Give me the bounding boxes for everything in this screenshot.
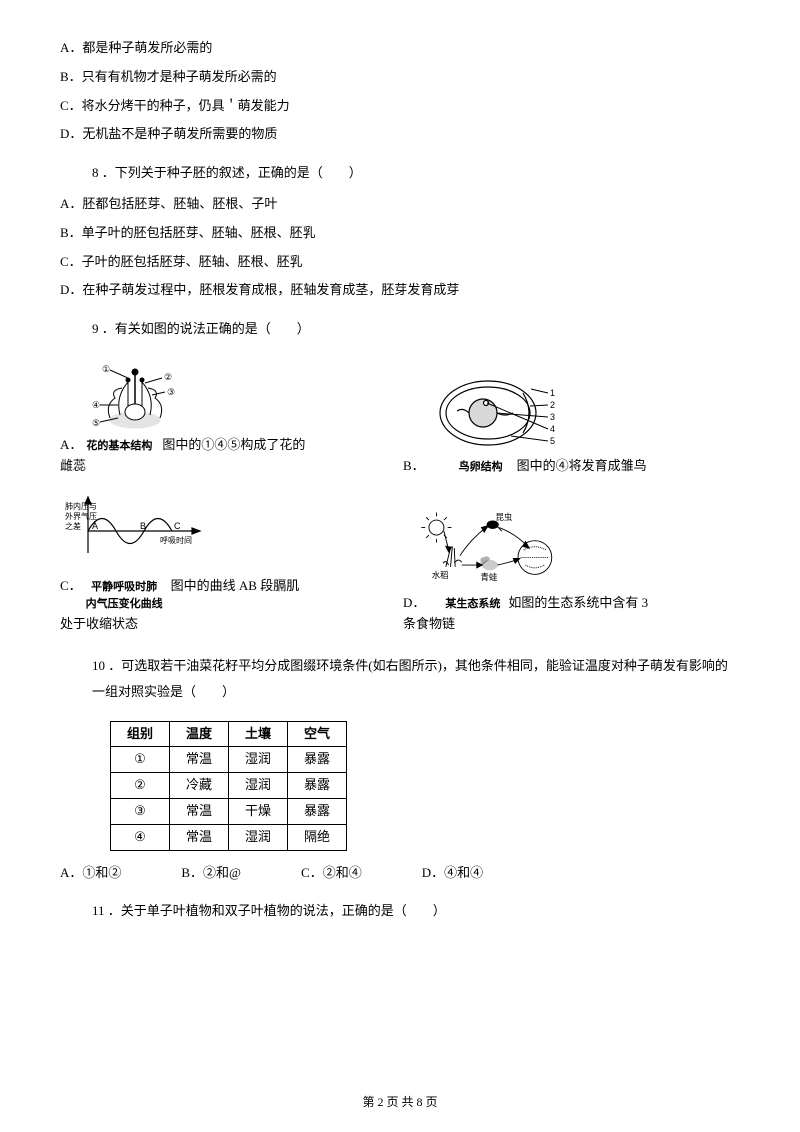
- q8-option-d: D．在种子萌发过程中，胚根发育成根，胚轴发育成茎，胚芽发育成芽: [60, 280, 740, 301]
- curve-point-c: C: [174, 521, 181, 531]
- curve-y2: 外界气压: [65, 511, 97, 521]
- egg-figure: 1 2 3 4 5: [423, 371, 573, 456]
- table-row: ①常温湿润暴露: [111, 747, 347, 773]
- q10-options: A．①和② B．②和@ C．②和④ D．④和④: [60, 863, 740, 884]
- th-group: 组别: [111, 721, 170, 747]
- egg-svg: 1 2 3 4 5: [423, 371, 573, 456]
- q9-row-2: A B C 呼吸时间 肺内压与 外界气压 之差 C． 平静呼吸时肺 内气压变化曲…: [60, 491, 740, 635]
- q8-option-c: C．子叶的胚包括胚芽、胚轴、胚根、胚乳: [60, 252, 740, 273]
- q8-option-a: A．胚都包括胚芽、胚轴、胚根、子叶: [60, 194, 740, 215]
- q9-d-text1: 如图的生态系统中含有 3: [508, 593, 648, 614]
- q9-b-label: B．: [403, 456, 425, 477]
- q9-a-label: A．: [60, 435, 82, 456]
- q8-option-b: B．单子叶的胚包括胚芽、胚轴、胚根、胚乳: [60, 223, 740, 244]
- q10-stem: 10 ．可选取若干油菜花籽平均分成图缀环境条件(如右图所示)，其他条件相同，能验…: [92, 653, 740, 705]
- egg-label-3: 3: [550, 412, 555, 422]
- egg-label-1: 1: [550, 388, 555, 398]
- table-row: ③常温干燥暴露: [111, 798, 347, 824]
- eco-bug-label: 昆虫: [496, 512, 513, 522]
- q9-b-caption: 鸟卵结构: [459, 459, 503, 477]
- curve-figure: A B C 呼吸时间 肺内压与 外界气压 之差: [60, 491, 210, 576]
- ecosystem-figure: 昆虫 水稻 青蛙: [413, 508, 563, 593]
- q9-b-text: 图中的④将发育成雏鸟: [517, 456, 647, 477]
- q9-d-label: D．: [403, 593, 425, 614]
- q9-stem: 9 ．有关如图的说法正确的是（ ）: [92, 319, 740, 340]
- egg-label-4: 4: [550, 424, 555, 434]
- table-header-row: 组别 温度 土壤 空气: [111, 721, 347, 747]
- q7-option-d: D．无机盐不是种子萌发所需要的物质: [60, 124, 740, 145]
- eco-frog-label: 青蛙: [481, 572, 498, 582]
- th-soil: 土壤: [229, 721, 288, 747]
- flower-figure: ① ② ③ ④ ⑤: [60, 350, 210, 435]
- q9-c-text1: 图中的曲线 AB 段膈肌: [171, 576, 300, 597]
- q9-c-label: C．: [60, 576, 82, 597]
- q7-option-b: B．只有有机物才是种子萌发所必需的: [60, 67, 740, 88]
- flower-label-3: ③: [167, 387, 175, 397]
- page-footer: 第 2 页 共 8 页: [0, 1093, 800, 1112]
- q7-option-a: A．都是种子萌发所必需的: [60, 38, 740, 59]
- q9-opt-b-block: 1 2 3 4 5 B． 鸟卵结构 图中的④将发育成雏鸟: [403, 371, 740, 477]
- q10-option-a: A．①和②: [60, 863, 121, 884]
- th-temp: 温度: [170, 721, 229, 747]
- q9-d-caption: 某生态系统: [445, 596, 500, 614]
- flower-label-4: ④: [92, 400, 100, 410]
- q9-d-text2: 条食物链: [403, 614, 740, 635]
- q9-opt-d-block: 昆虫 水稻 青蛙 D． 某生态系统 如图的生态系统中含有 3 条食物链: [403, 508, 740, 635]
- q9-c-caption2: 内气压变化曲线: [86, 596, 163, 614]
- table-row: ④常温湿润隔绝: [111, 824, 347, 850]
- egg-label-2: 2: [550, 400, 555, 410]
- flower-label-1: ①: [102, 364, 110, 374]
- q10-option-d: D．④和④: [422, 863, 483, 884]
- curve-svg: A B C 呼吸时间 肺内压与 外界气压 之差: [60, 491, 210, 576]
- table-row: ②冷藏湿润暴露: [111, 773, 347, 799]
- curve-y1: 肺内压与: [65, 501, 97, 511]
- q10-table: 组别 温度 土壤 空气 ①常温湿润暴露 ②冷藏湿润暴露 ③常温干燥暴露 ④常温湿…: [110, 721, 347, 851]
- q8-stem: 8 ．下列关于种子胚的叙述，正确的是（ ）: [92, 163, 740, 184]
- q10-option-c: C．②和④: [301, 863, 362, 884]
- th-air: 空气: [288, 721, 347, 747]
- q9-opt-a-block: ① ② ③ ④ ⑤ A． 花的基本结构 图中的①④⑤构成了花的 雌蕊: [60, 350, 397, 477]
- q7-option-c: C．将水分烤干的种子，仍具＇萌发能力: [60, 96, 740, 117]
- flower-label-5: ⑤: [92, 418, 100, 428]
- egg-label-5: 5: [550, 436, 555, 446]
- q9-a-text1: 图中的①④⑤构成了花的: [162, 435, 305, 456]
- curve-xaxis: 呼吸时间: [160, 535, 192, 545]
- q10-option-b: B．②和@: [181, 863, 241, 884]
- q9-c-text2: 处于收缩状态: [60, 614, 397, 635]
- curve-y3: 之差: [65, 521, 81, 531]
- q9-row-1: ① ② ③ ④ ⑤ A． 花的基本结构 图中的①④⑤构成了花的 雌蕊: [60, 350, 740, 477]
- curve-point-a: A: [92, 521, 98, 531]
- q9-a-text2: 雌蕊: [60, 456, 397, 477]
- q9-opt-c-block: A B C 呼吸时间 肺内压与 外界气压 之差 C． 平静呼吸时肺 内气压变化曲…: [60, 491, 397, 635]
- ecosystem-svg: 昆虫 水稻 青蛙: [413, 508, 563, 593]
- eco-rice-label: 水稻: [432, 570, 449, 580]
- q9-a-caption: 花的基本结构: [86, 438, 152, 456]
- flower-svg: ① ② ③ ④ ⑤: [60, 350, 210, 435]
- flower-label-2: ②: [164, 372, 172, 382]
- curve-point-b: B: [140, 521, 146, 531]
- q9-c-caption1: 平静呼吸时肺: [86, 579, 163, 597]
- q11-stem: 11 ．关于单子叶植物和双子叶植物的说法，正确的是（ ）: [92, 901, 740, 922]
